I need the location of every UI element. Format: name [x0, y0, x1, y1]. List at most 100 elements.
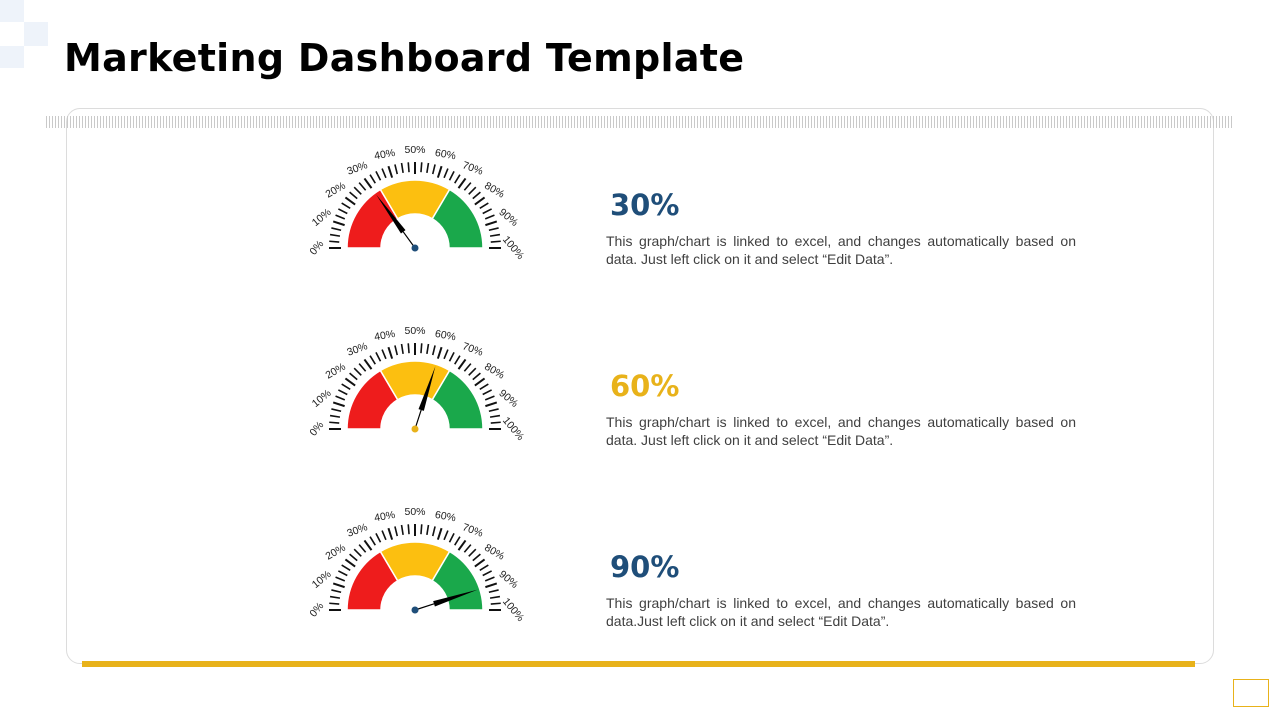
gauge-tick-label: 20% [324, 180, 348, 201]
gauge-tick-label: 30% [345, 521, 369, 539]
gauge-tick-label: 40% [373, 147, 396, 162]
gauge-tick [463, 363, 472, 372]
gauge-tick-label: 60% [434, 147, 457, 162]
gauge-tick [358, 363, 367, 372]
gauge-tick [407, 162, 410, 173]
gauge-needle [418, 366, 436, 411]
gauge-tick-label: 10% [310, 387, 334, 410]
gauge-tick [331, 408, 342, 413]
gauge-tick [341, 564, 351, 571]
gauge-tick [482, 208, 492, 215]
gauge-tick [457, 177, 467, 189]
gauge-tick-label: 0% [307, 600, 326, 619]
corner-outline-box [1233, 679, 1269, 707]
gauge-tick [341, 383, 351, 390]
gauge-tick [329, 602, 340, 605]
gauge-tick-label: 90% [496, 206, 520, 229]
gauge-tick [482, 389, 492, 396]
gauge-description-2: This graph/chart is linked to excel, and… [606, 414, 1076, 448]
gauge-tick [344, 196, 356, 206]
gauge-tick [479, 564, 489, 571]
gauge-tick [358, 182, 367, 191]
gauge-tick [472, 372, 481, 381]
gauge-tick [332, 401, 345, 408]
gauge-tick [329, 414, 341, 418]
gauge-tick-label: 60% [434, 509, 457, 524]
gauge-tick-label: 100% [500, 234, 526, 262]
gauge-tick [426, 524, 430, 536]
gauge-tick [488, 408, 499, 413]
gauge-tick [448, 533, 455, 543]
gauge-chart-2[interactable]: 0% 10% 20% 30% 40% 50% 60% 70% 80% 90% 100% [300, 316, 530, 446]
gauge-tick-label: 100% [500, 596, 526, 624]
gauge-tick-label: 50% [404, 506, 425, 518]
gauge-tick [454, 174, 461, 184]
corner-decoration-square [24, 22, 48, 46]
gauge-tick [353, 548, 362, 557]
gauge-tick [335, 395, 346, 401]
gauge-tick [479, 383, 489, 390]
gauge-tick [420, 524, 423, 535]
gauge-tick [490, 240, 501, 243]
gauge-band-green [431, 188, 484, 249]
gauge-tick [394, 345, 399, 356]
gauge-tick [338, 389, 348, 396]
corner-decoration-square [0, 0, 24, 22]
gauge-tick-label: 40% [373, 328, 396, 343]
gauge-tick-label: 40% [373, 509, 396, 524]
gauge-tick [489, 233, 501, 237]
gauge-tick [463, 544, 472, 553]
gauge-tick [426, 343, 430, 355]
gauge-tick [363, 358, 373, 370]
gauge-needle [433, 589, 478, 607]
gauge-tick [431, 345, 436, 356]
gauge-tick-label: 50% [404, 144, 425, 156]
gauge-tick-label: 0% [307, 419, 326, 438]
gauge-tick [329, 421, 340, 424]
bottom-accent-bar [82, 661, 1195, 667]
gauge-tick-label: 90% [496, 387, 520, 410]
gauge-tick [431, 526, 436, 537]
gauge-tick [407, 343, 410, 354]
gauge-tick [457, 539, 467, 551]
gauge-tick [448, 352, 455, 362]
gauge-chart-1[interactable]: 0% 10% 20% 30% 40% 50% 60% 70% 80% 90% 100% [300, 135, 530, 265]
gauge-tick-label: 60% [434, 328, 457, 343]
gauge-tick [344, 377, 356, 387]
gauge-tick [488, 227, 499, 232]
gauge-tick [489, 414, 501, 418]
gauge-tick-label: 20% [324, 361, 348, 382]
gauge-tick-label: 10% [310, 568, 334, 591]
gauge-tick-label: 100% [500, 415, 526, 443]
gauge-tick [457, 358, 467, 370]
gauge-tick [349, 372, 358, 381]
gauge-tick [394, 526, 399, 537]
gauge-tick [387, 346, 394, 359]
gauge-tick [420, 343, 423, 354]
page-title: Marketing Dashboard Template [64, 36, 745, 80]
gauge-tick [488, 589, 499, 594]
gauge-tick [349, 553, 358, 562]
gauge-tick [485, 582, 498, 589]
gauge-hub [411, 244, 419, 252]
gauge-tick [436, 165, 443, 178]
gauge-tick [490, 421, 501, 424]
gauge-tick [489, 595, 501, 599]
gauge-tick [420, 162, 423, 173]
gauge-band-green [431, 369, 484, 430]
gauge-tick [436, 346, 443, 359]
gauge-tick [329, 240, 340, 243]
gauge-tick [484, 214, 495, 220]
gauge-tick [485, 401, 498, 408]
gauge-tick [484, 576, 495, 582]
gauge-tick [400, 343, 404, 355]
gauge-tick [331, 589, 342, 594]
gauge-hub [411, 606, 419, 614]
gauge-value-label-1: 30% [610, 188, 680, 222]
gauge-tick [474, 558, 486, 568]
gauge-chart-3[interactable]: 0% 10% 20% 30% 40% 50% 60% 70% 80% 90% 100% [300, 497, 530, 627]
gauge-value-label-2: 60% [610, 369, 680, 403]
gauge-tick [381, 349, 387, 360]
corner-decoration-square [0, 46, 24, 68]
gauge-tick [375, 533, 382, 543]
